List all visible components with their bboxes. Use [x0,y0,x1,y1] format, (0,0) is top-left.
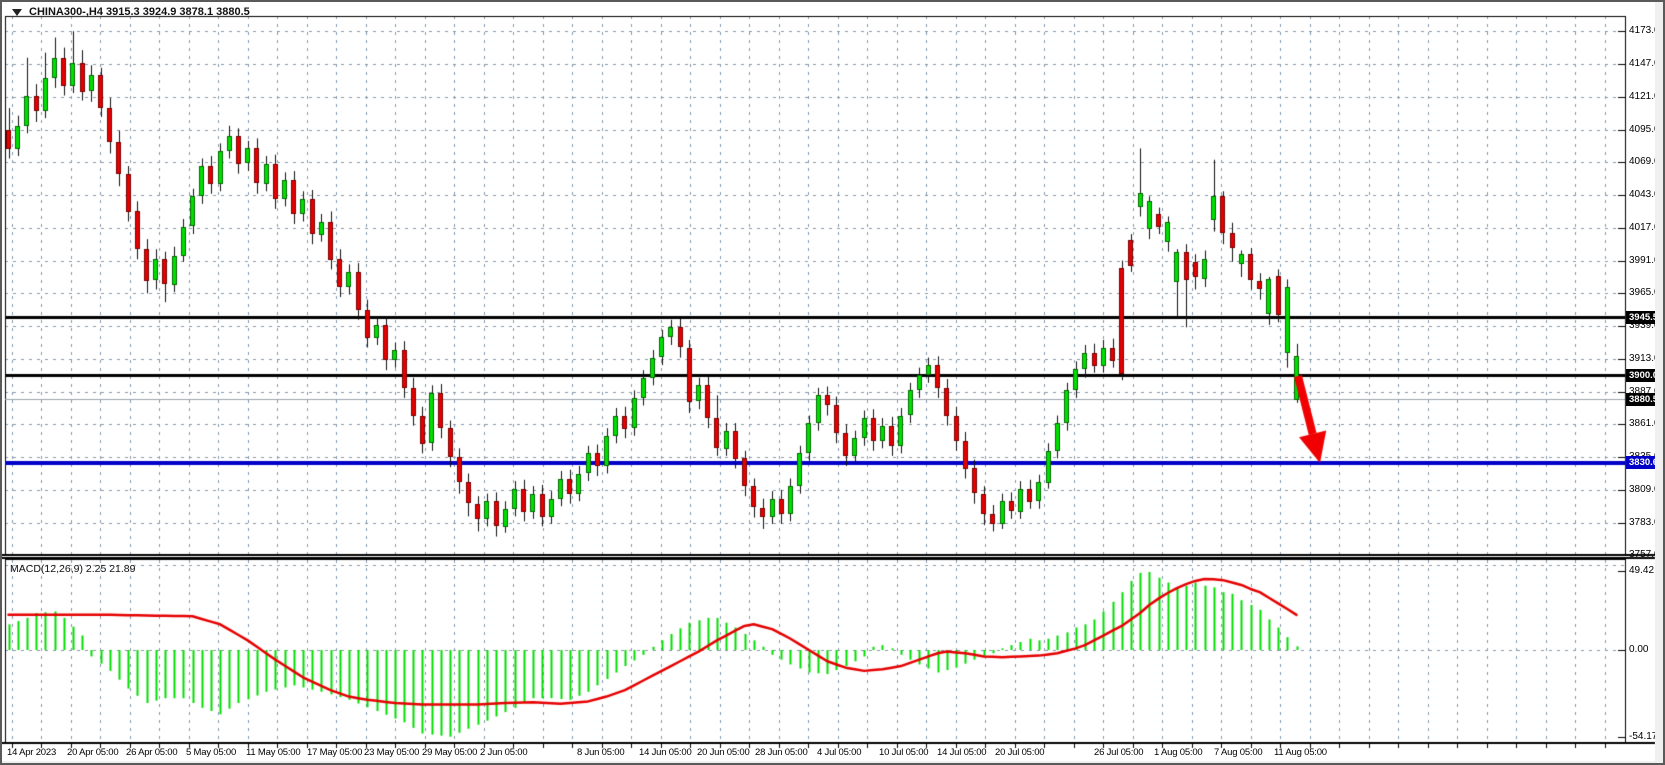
mt4-chart-window: CHINA300-,H4 3915.3 3924.9 3878.1 3880.5… [0,0,1665,765]
chart-canvas[interactable] [2,2,1663,763]
